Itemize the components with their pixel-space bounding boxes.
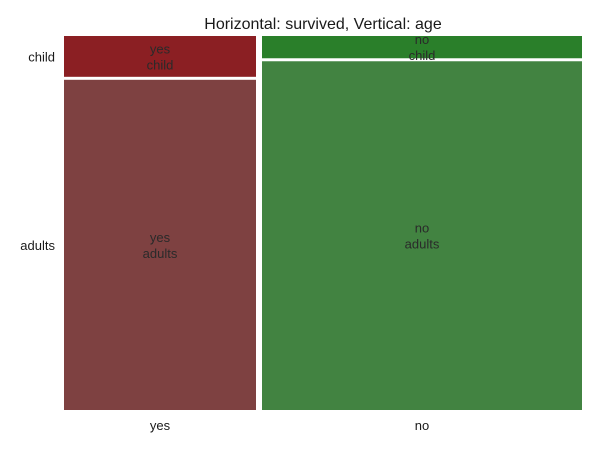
cell-label-top-no-adults: no — [415, 221, 429, 236]
x-tick-no: no — [415, 418, 429, 433]
x-tick-yes: yes — [150, 418, 171, 433]
y-tick-adults: adults — [20, 238, 55, 253]
cell-yes-child — [64, 36, 256, 77]
cell-no-adults — [262, 61, 582, 410]
cell-label-bottom-no-child: child — [409, 48, 436, 63]
cell-label-bottom-yes-adults: adults — [143, 246, 178, 261]
cell-label-bottom-yes-child: child — [147, 57, 174, 72]
chart-title: Horizontal: survived, Vertical: age — [204, 16, 442, 33]
cell-label-top-yes-child: yes — [150, 41, 171, 56]
cell-no-child — [262, 36, 582, 59]
cell-label-bottom-no-adults: adults — [405, 237, 440, 252]
y-tick-labels: child adults — [20, 49, 55, 253]
y-tick-child: child — [28, 49, 55, 64]
x-tick-labels: yes no — [150, 418, 429, 433]
cell-label-top-no-child: no — [415, 32, 429, 47]
cell-yes-adults — [64, 79, 256, 410]
cell-label-top-yes-adults: yes — [150, 230, 171, 245]
